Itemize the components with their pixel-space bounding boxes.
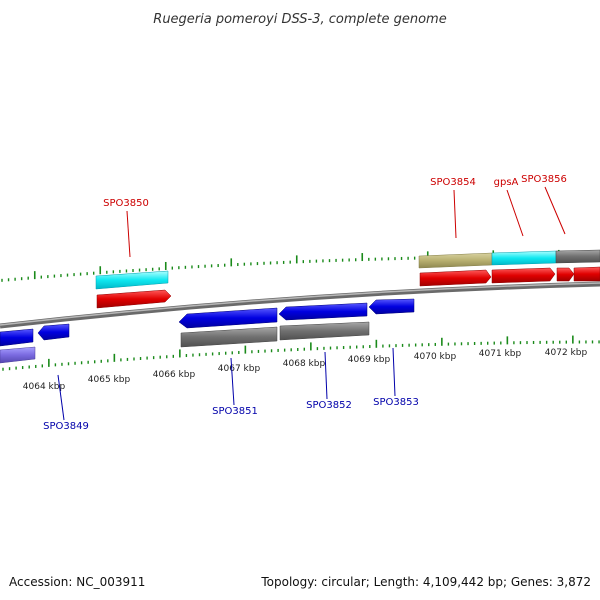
map-title: Ruegeria pomeroyi DSS-3, complete genome bbox=[153, 12, 446, 27]
coordinate-label: 4072 kbp bbox=[545, 348, 588, 358]
gene-label-spo3849[interactable]: SPO3849 bbox=[43, 421, 89, 432]
gene-label-spo3851[interactable]: SPO3851 bbox=[212, 406, 258, 417]
gene-arrow-spo3853[interactable] bbox=[368, 298, 415, 315]
gene-arrow-spo3854[interactable] bbox=[419, 269, 492, 287]
gene-arrow-gpsa[interactable] bbox=[491, 267, 556, 284]
gene-arrow-spo3851[interactable] bbox=[178, 307, 278, 329]
leader-line-spo3851 bbox=[230, 357, 235, 406]
gene-label-spo3853[interactable]: SPO3853 bbox=[373, 397, 419, 408]
accession-text: Accession: NC_003911 bbox=[9, 575, 145, 589]
coordinate-label: 4071 kbp bbox=[479, 349, 522, 359]
gene-arrow-spo3852[interactable] bbox=[278, 302, 368, 321]
leader-line-spo3853 bbox=[392, 347, 396, 397]
gene-label-spo3852[interactable]: SPO3852 bbox=[306, 400, 352, 411]
gene-label-spo3850[interactable]: SPO3850 bbox=[103, 198, 149, 209]
coordinate-label: 4070 kbp bbox=[414, 352, 457, 362]
coordinate-label: 4065 kbp bbox=[88, 375, 131, 385]
reverse-strand-features bbox=[0, 298, 415, 364]
leader-line-gpsa bbox=[506, 189, 524, 237]
leader-line-spo3856 bbox=[544, 186, 566, 235]
gene-label-gpsa[interactable]: gpsA bbox=[494, 177, 519, 188]
reverse-tick-track bbox=[2, 335, 600, 371]
coordinate-label: 4067 kbp bbox=[218, 364, 261, 374]
coordinate-label: 4064 kbp bbox=[23, 382, 66, 392]
gene-arrow-spo3856[interactable] bbox=[573, 266, 600, 282]
leader-line-spo3854 bbox=[453, 189, 457, 239]
leader-line-spo3849 bbox=[57, 374, 65, 421]
gene-arrow-spo3849[interactable] bbox=[37, 323, 70, 341]
genome-summary-text: Topology: circular; Length: 4,109,442 bp… bbox=[260, 575, 591, 589]
feature-gray-spo3851[interactable] bbox=[180, 326, 278, 348]
feature-olive-spo3854[interactable] bbox=[418, 252, 493, 269]
coordinate-label: 4068 kbp bbox=[283, 359, 326, 369]
gene-arrow-left-edge[interactable] bbox=[0, 328, 34, 347]
genome-backbone bbox=[0, 281, 600, 329]
coordinate-label: 4066 kbp bbox=[153, 370, 196, 380]
gene-arrow-spo3850[interactable] bbox=[96, 289, 172, 309]
gene-label-spo3856[interactable]: SPO3856 bbox=[521, 174, 567, 185]
feature-cyan-gpsa[interactable] bbox=[491, 250, 557, 266]
feature-gray-spo3852[interactable] bbox=[279, 321, 370, 341]
gene-arrow-small[interactable] bbox=[556, 267, 575, 282]
feature-purple-spo3849[interactable] bbox=[0, 346, 36, 364]
leader-line-spo3852 bbox=[324, 351, 328, 400]
gene-labels: SPO3850 SPO3854 gpsA SPO3856 SPO3849 SPO3851 S… bbox=[43, 174, 567, 432]
genome-backbone-highlight bbox=[0, 282, 600, 326]
gene-label-spo3854[interactable]: SPO3854 bbox=[430, 177, 476, 188]
feature-gray-spo3856[interactable] bbox=[555, 249, 600, 264]
coordinate-labels: 4064 kbp 4065 kbp 4066 kbp 4067 kbp 4068 kbp… bbox=[23, 348, 588, 392]
leader-line-spo3850 bbox=[126, 210, 131, 258]
forward-strand-features bbox=[95, 249, 600, 309]
coordinate-label: 4069 kbp bbox=[348, 355, 391, 365]
feature-cyan-spo3850[interactable] bbox=[95, 270, 169, 290]
